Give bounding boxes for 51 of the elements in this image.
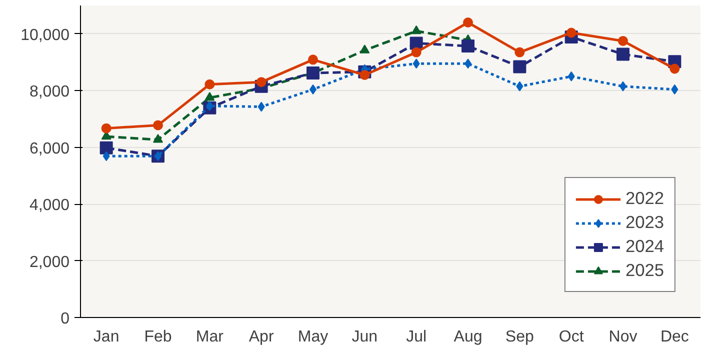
point xyxy=(100,141,113,154)
point xyxy=(102,151,110,162)
point xyxy=(360,70,370,80)
legend-label: 2023 xyxy=(625,212,664,233)
point xyxy=(671,84,678,94)
point xyxy=(568,71,575,82)
point xyxy=(513,60,526,74)
y-tick-label: 10,000 xyxy=(20,26,70,44)
point xyxy=(153,120,163,130)
point xyxy=(206,100,214,111)
point xyxy=(516,81,524,92)
point xyxy=(412,58,420,69)
point xyxy=(463,18,473,28)
y-tick-label: 6,000 xyxy=(29,140,70,158)
point xyxy=(256,77,266,88)
y-tick-label: 4,000 xyxy=(29,197,70,214)
x-tick-label: Jul xyxy=(406,328,427,346)
point xyxy=(670,64,680,74)
x-tick-label: Sep xyxy=(505,328,534,346)
point xyxy=(101,123,112,134)
point xyxy=(360,44,370,54)
y-tick-label: 2,000 xyxy=(29,254,70,271)
legend-label: 2022 xyxy=(625,188,664,209)
point xyxy=(411,47,422,58)
x-tick-label: Jun xyxy=(352,328,378,346)
x-tick-label: Oct xyxy=(558,328,584,346)
y-tick-label: 8,000 xyxy=(29,84,70,101)
x-tick-label: Apr xyxy=(248,328,274,346)
point xyxy=(514,47,525,58)
point xyxy=(308,54,318,65)
point xyxy=(411,25,422,34)
point xyxy=(618,36,628,46)
point xyxy=(204,79,215,90)
x-tick-label: May xyxy=(298,328,328,346)
y-tick-label: 0 xyxy=(60,310,70,328)
point xyxy=(410,36,423,50)
legend-label: 2025 xyxy=(625,260,664,281)
point xyxy=(306,66,320,80)
point xyxy=(616,48,630,61)
x-tick-label: Dec xyxy=(660,328,689,346)
x-tick-label: Nov xyxy=(608,328,638,346)
point xyxy=(204,92,215,101)
point xyxy=(258,102,265,112)
point xyxy=(462,40,474,53)
point xyxy=(153,134,163,143)
point xyxy=(566,28,576,38)
x-tick-label: Mar xyxy=(196,328,224,346)
legend-label: 2024 xyxy=(625,236,664,257)
x-tick-label: Jan xyxy=(93,328,120,346)
x-tick-label: Aug xyxy=(454,328,482,346)
x-tick-label: Feb xyxy=(144,328,172,346)
